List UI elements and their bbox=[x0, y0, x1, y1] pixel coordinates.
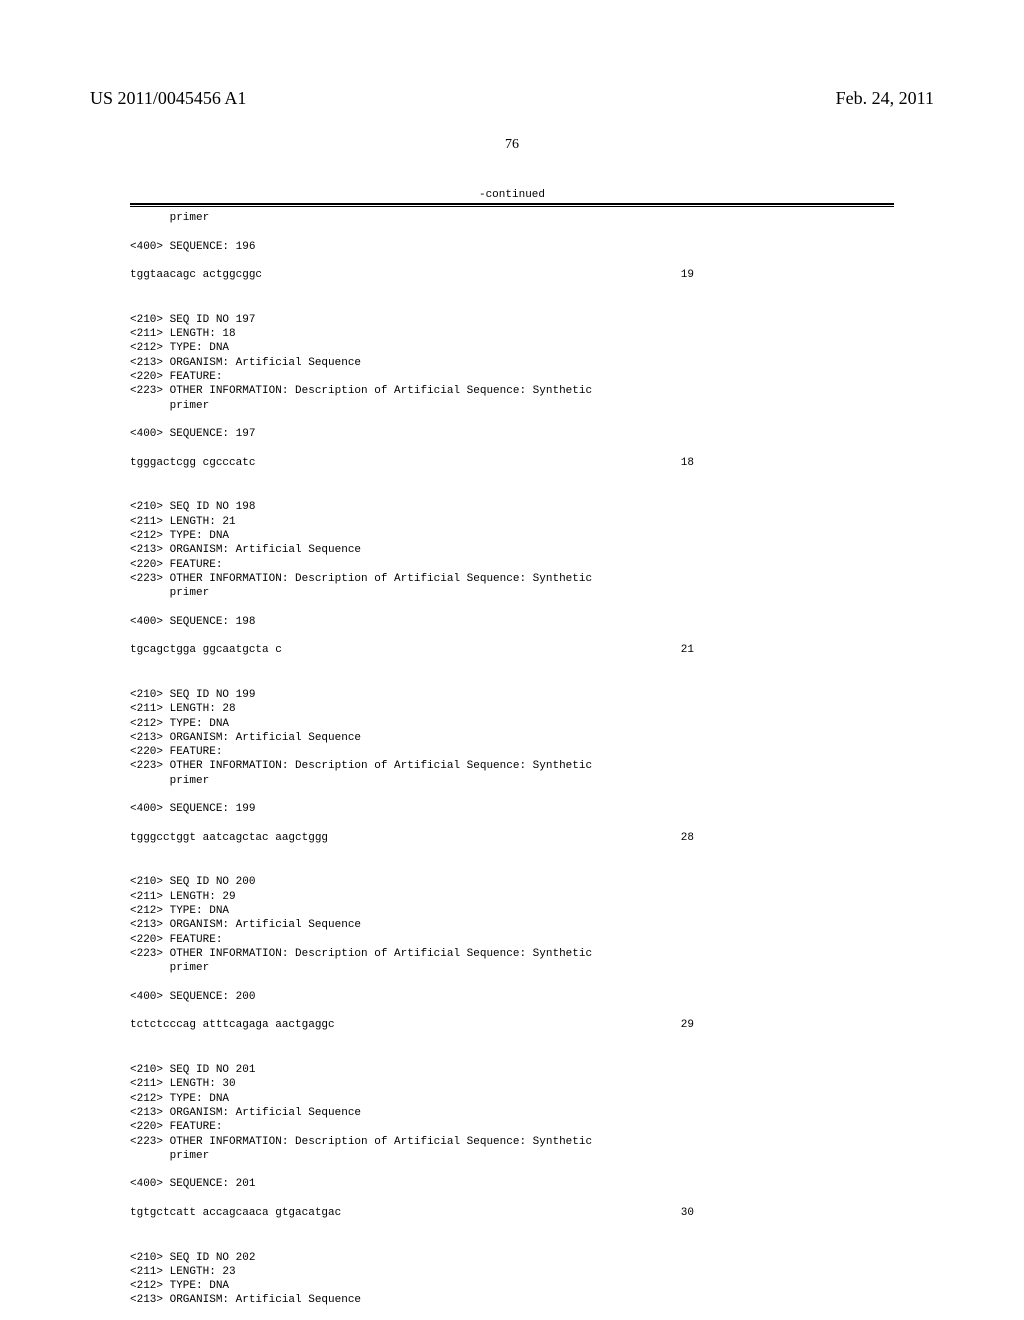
sequence-data-row: tgtgctcatt accagcaaca gtgacatgac 30 bbox=[130, 1206, 894, 1220]
sequence-text: tggtaacagc actggcggc bbox=[130, 268, 262, 282]
sequence-meta-line: <210> SEQ ID NO 201 bbox=[130, 1063, 894, 1077]
sequence-length: 19 bbox=[681, 268, 694, 282]
sequence-length: 30 bbox=[681, 1206, 694, 1220]
sequence-meta-line bbox=[130, 817, 894, 831]
continued-label: -continued bbox=[130, 189, 894, 203]
sequence-meta-line bbox=[130, 600, 894, 614]
sequence-length: 29 bbox=[681, 1018, 694, 1032]
spacer bbox=[130, 486, 894, 500]
sequence-meta-line: <223> OTHER INFORMATION: Description of … bbox=[130, 572, 894, 586]
continued-header: -continued bbox=[130, 189, 894, 207]
sequence-block: <210> SEQ ID NO 198<211> LENGTH: 21<212>… bbox=[130, 500, 894, 657]
sequence-meta-line: <213> ORGANISM: Artificial Sequence bbox=[130, 543, 894, 557]
sequence-data-row: tctctcccag atttcagaga aactgaggc 29 bbox=[130, 1018, 894, 1032]
sequence-meta-line: <220> FEATURE: bbox=[130, 933, 894, 947]
sequence-text: tctctcccag atttcagaga aactgaggc bbox=[130, 1018, 335, 1032]
sequence-meta-line bbox=[130, 788, 894, 802]
sequence-meta-line bbox=[130, 976, 894, 990]
sequence-block: <210> SEQ ID NO 197<211> LENGTH: 18<212>… bbox=[130, 313, 894, 470]
sequence-meta-line: <212> TYPE: DNA bbox=[130, 341, 894, 355]
sequence-meta-line: <220> FEATURE: bbox=[130, 558, 894, 572]
spacer bbox=[130, 861, 894, 875]
sequence-meta-line: <213> ORGANISM: Artificial Sequence bbox=[130, 1106, 894, 1120]
sequence-meta-line: <211> LENGTH: 18 bbox=[130, 327, 894, 341]
sequence-block: <210> SEQ ID NO 200<211> LENGTH: 29<212>… bbox=[130, 875, 894, 1032]
sequence-data-row: tggtaacagc actggcggc 19 bbox=[130, 268, 894, 282]
sequence-text: tgggcctggt aatcagctac aagctggg bbox=[130, 831, 328, 845]
sequence-meta-line: <400> SEQUENCE: 198 bbox=[130, 615, 894, 629]
sequence-meta-line: <210> SEQ ID NO 199 bbox=[130, 688, 894, 702]
spacer bbox=[130, 298, 894, 312]
sequence-meta-line: <211> LENGTH: 29 bbox=[130, 890, 894, 904]
sequence-meta-line: <223> OTHER INFORMATION: Description of … bbox=[130, 759, 894, 773]
sequence-meta-line bbox=[130, 1004, 894, 1018]
sequence-listing: primer <400> SEQUENCE: 196 tggtaacagc ac… bbox=[0, 207, 1024, 1308]
sequence-meta-line: <212> TYPE: DNA bbox=[130, 717, 894, 731]
sequence-meta-line bbox=[130, 413, 894, 427]
sequence-meta-line bbox=[130, 441, 894, 455]
sequence-meta-line: <400> SEQUENCE: 200 bbox=[130, 990, 894, 1004]
sequence-meta-line: <212> TYPE: DNA bbox=[130, 1092, 894, 1106]
sequence-length: 28 bbox=[681, 831, 694, 845]
sequence-meta-line: <223> OTHER INFORMATION: Description of … bbox=[130, 1135, 894, 1149]
sequence-meta-line bbox=[130, 254, 894, 268]
sequence-meta-line: <213> ORGANISM: Artificial Sequence bbox=[130, 918, 894, 932]
sequence-meta-line: <210> SEQ ID NO 200 bbox=[130, 875, 894, 889]
sequence-length: 18 bbox=[681, 456, 694, 470]
sequence-text: tgcagctgga ggcaatgcta c bbox=[130, 643, 282, 657]
page-header: US 2011/0045456 A1 Feb. 24, 2011 bbox=[0, 0, 1024, 109]
sequence-meta-line: <211> LENGTH: 21 bbox=[130, 515, 894, 529]
sequence-block: <210> SEQ ID NO 201<211> LENGTH: 30<212>… bbox=[130, 1063, 894, 1220]
sequence-data-row: tgcagctgga ggcaatgcta c 21 bbox=[130, 643, 894, 657]
sequence-meta-line bbox=[130, 225, 894, 239]
sequence-meta-line: <223> OTHER INFORMATION: Description of … bbox=[130, 947, 894, 961]
sequence-meta-line: <220> FEATURE: bbox=[130, 370, 894, 384]
divider-top bbox=[130, 203, 894, 205]
sequence-text: tgggactcgg cgcccatc bbox=[130, 456, 255, 470]
sequence-meta-line: <220> FEATURE: bbox=[130, 1120, 894, 1134]
sequence-meta-line: <210> SEQ ID NO 202 bbox=[130, 1251, 894, 1265]
spacer bbox=[130, 674, 894, 688]
sequence-meta-line bbox=[130, 1192, 894, 1206]
publication-number: US 2011/0045456 A1 bbox=[90, 88, 246, 109]
sequence-meta-line: <400> SEQUENCE: 197 bbox=[130, 427, 894, 441]
sequence-meta-line: primer bbox=[130, 1149, 894, 1163]
sequence-meta-line: <211> LENGTH: 30 bbox=[130, 1077, 894, 1091]
sequence-meta-line: <211> LENGTH: 23 bbox=[130, 1265, 894, 1279]
sequence-length: 21 bbox=[681, 643, 694, 657]
publication-date: Feb. 24, 2011 bbox=[836, 88, 934, 109]
sequence-meta-line: primer bbox=[130, 774, 894, 788]
sequence-meta-line: primer bbox=[130, 399, 894, 413]
sequence-meta-line: <400> SEQUENCE: 196 bbox=[130, 240, 894, 254]
sequence-meta-line: <211> LENGTH: 28 bbox=[130, 702, 894, 716]
sequence-meta-line bbox=[130, 1163, 894, 1177]
sequence-meta-line: <400> SEQUENCE: 199 bbox=[130, 802, 894, 816]
sequence-meta-line: primer bbox=[130, 961, 894, 975]
sequence-meta-line: <213> ORGANISM: Artificial Sequence bbox=[130, 356, 894, 370]
sequence-data-row: tgggcctggt aatcagctac aagctggg 28 bbox=[130, 831, 894, 845]
sequence-meta-line: <210> SEQ ID NO 197 bbox=[130, 313, 894, 327]
sequence-meta-line: <212> TYPE: DNA bbox=[130, 529, 894, 543]
sequence-meta-line: <213> ORGANISM: Artificial Sequence bbox=[130, 1293, 894, 1307]
sequence-meta-line bbox=[130, 629, 894, 643]
page-number: 76 bbox=[0, 137, 1024, 153]
sequence-meta-line: <210> SEQ ID NO 198 bbox=[130, 500, 894, 514]
sequence-meta-line: primer bbox=[130, 211, 894, 225]
sequence-meta-line: <213> ORGANISM: Artificial Sequence bbox=[130, 731, 894, 745]
sequence-meta-line: <400> SEQUENCE: 201 bbox=[130, 1177, 894, 1191]
sequence-meta-line: <212> TYPE: DNA bbox=[130, 904, 894, 918]
sequence-text: tgtgctcatt accagcaaca gtgacatgac bbox=[130, 1206, 341, 1220]
sequence-block: primer <400> SEQUENCE: 196 tggtaacagc ac… bbox=[130, 211, 894, 282]
sequence-meta-line: <223> OTHER INFORMATION: Description of … bbox=[130, 384, 894, 398]
spacer bbox=[130, 1236, 894, 1250]
sequence-meta-line: <212> TYPE: DNA bbox=[130, 1279, 894, 1293]
sequence-data-row: tgggactcgg cgcccatc 18 bbox=[130, 456, 894, 470]
spacer bbox=[130, 1049, 894, 1063]
sequence-meta-line: <220> FEATURE: bbox=[130, 745, 894, 759]
sequence-block: <210> SEQ ID NO 199<211> LENGTH: 28<212>… bbox=[130, 688, 894, 845]
sequence-meta-line: primer bbox=[130, 586, 894, 600]
sequence-block: <210> SEQ ID NO 202<211> LENGTH: 23<212>… bbox=[130, 1251, 894, 1308]
